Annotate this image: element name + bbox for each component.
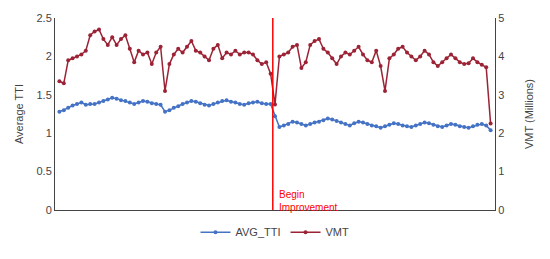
svg-text:5: 5	[498, 12, 504, 24]
svg-text:0: 0	[498, 204, 504, 216]
svg-text:1.5: 1.5	[37, 89, 52, 101]
svg-text:1: 1	[46, 127, 52, 139]
svg-text:VMT (Millions): VMT (Millions)	[523, 79, 535, 149]
svg-text:0: 0	[46, 204, 52, 216]
svg-text:2: 2	[46, 50, 52, 62]
svg-text:BeginImprovement: BeginImprovement	[279, 189, 338, 213]
svg-text:3: 3	[498, 89, 504, 101]
svg-text:Average TTI: Average TTI	[13, 84, 25, 144]
svg-text:0.5: 0.5	[37, 165, 52, 177]
svg-text:1: 1	[498, 165, 504, 177]
svg-text:VMT: VMT	[326, 226, 350, 238]
svg-text:2: 2	[498, 127, 504, 139]
svg-text:4: 4	[498, 50, 504, 62]
svg-text:2.5: 2.5	[37, 12, 52, 24]
svg-text:AVG_TTI: AVG_TTI	[236, 226, 281, 238]
